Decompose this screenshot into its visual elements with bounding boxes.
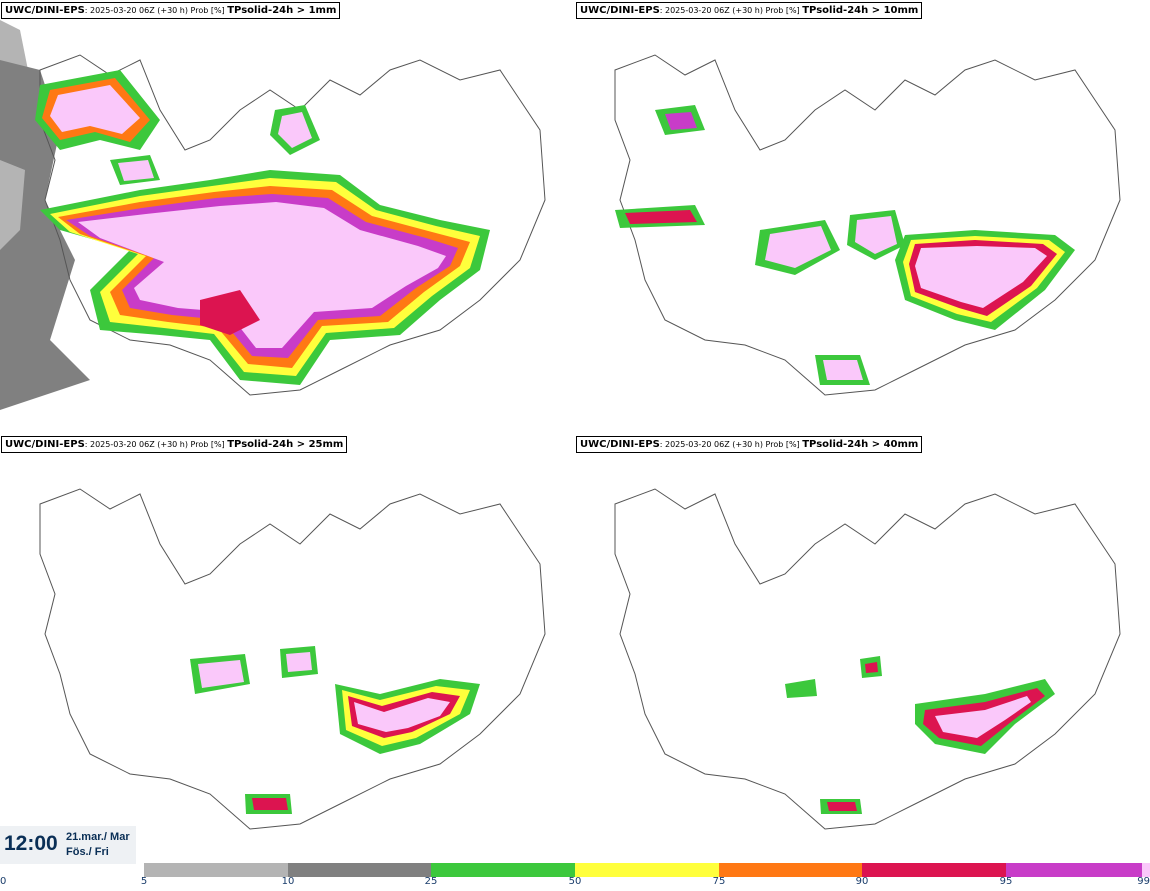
model-name: UWC/DINI-EPS	[580, 439, 660, 450]
run-info: : 2025-03-20 06Z (+30 h) Prob [%]	[659, 6, 803, 15]
parameter-threshold: TPsolid-24h > 10mm	[802, 5, 919, 16]
parameter-threshold: TPsolid-24h > 1mm	[227, 5, 337, 16]
run-info: : 2025-03-20 06Z (+30 h) Prob [%]	[84, 440, 228, 449]
run-info: : 2025-03-20 06Z (+30 h) Prob [%]	[84, 6, 228, 15]
valid-time-clock: 12:00	[4, 832, 58, 855]
legend-tick-label: 10	[281, 876, 295, 887]
probability-legend: 0 5 10 25 50 75 90 95 99	[0, 862, 1150, 891]
map-panel-40mm: UWC/DINI-EPS: 2025-03-20 06Z (+30 h) Pro…	[575, 434, 1150, 864]
valid-date-line: 21.mar./ Mar	[66, 831, 130, 843]
parameter-threshold: TPsolid-24h > 25mm	[227, 439, 344, 450]
model-name: UWC/DINI-EPS	[5, 5, 85, 16]
valid-time-box: 12:00 21.mar./ Mar Fös./ Fri	[0, 826, 136, 864]
probability-map	[614, 488, 1121, 830]
panel-title: UWC/DINI-EPS: 2025-03-20 06Z (+30 h) Pro…	[576, 436, 923, 453]
run-info: : 2025-03-20 06Z (+30 h) Prob [%]	[659, 440, 803, 449]
legend-tick-label: 90	[855, 876, 869, 887]
legend-tick-label: 5	[140, 876, 148, 887]
legend-color-segment	[719, 863, 862, 877]
legend-tick-label: 25	[424, 876, 438, 887]
legend-color-segment	[1142, 863, 1150, 877]
panel-title: UWC/DINI-EPS: 2025-03-20 06Z (+30 h) Pro…	[1, 436, 348, 453]
legend-color-segment	[575, 863, 719, 877]
legend-tick-label: 0	[0, 876, 7, 887]
map-panel-1mm: UWC/DINI-EPS: 2025-03-20 06Z (+30 h) Pro…	[0, 0, 575, 430]
map-panel-10mm: UWC/DINI-EPS: 2025-03-20 06Z (+30 h) Pro…	[575, 0, 1150, 430]
probability-map	[0, 20, 546, 410]
legend-tick-label: 75	[712, 876, 726, 887]
panel-title: UWC/DINI-EPS: 2025-03-20 06Z (+30 h) Pro…	[1, 2, 341, 19]
map-panel-25mm: UWC/DINI-EPS: 2025-03-20 06Z (+30 h) Pro…	[0, 434, 575, 864]
legend-color-segment	[1006, 863, 1142, 877]
panel-title: UWC/DINI-EPS: 2025-03-20 06Z (+30 h) Pro…	[576, 2, 923, 19]
legend-tick-label: 50	[568, 876, 582, 887]
legend-color-segment	[288, 863, 431, 877]
model-name: UWC/DINI-EPS	[5, 439, 85, 450]
valid-weekday-line: Fös./ Fri	[66, 846, 109, 858]
probability-map	[614, 54, 1121, 396]
legend-color-segment	[144, 863, 288, 877]
parameter-threshold: TPsolid-24h > 40mm	[802, 439, 919, 450]
legend-tick-label: 99	[1137, 876, 1150, 887]
legend-tick-label: 95	[999, 876, 1013, 887]
legend-color-segment	[862, 863, 1006, 877]
model-name: UWC/DINI-EPS	[580, 5, 660, 16]
legend-color-segment	[431, 863, 575, 877]
probability-map	[39, 488, 546, 830]
